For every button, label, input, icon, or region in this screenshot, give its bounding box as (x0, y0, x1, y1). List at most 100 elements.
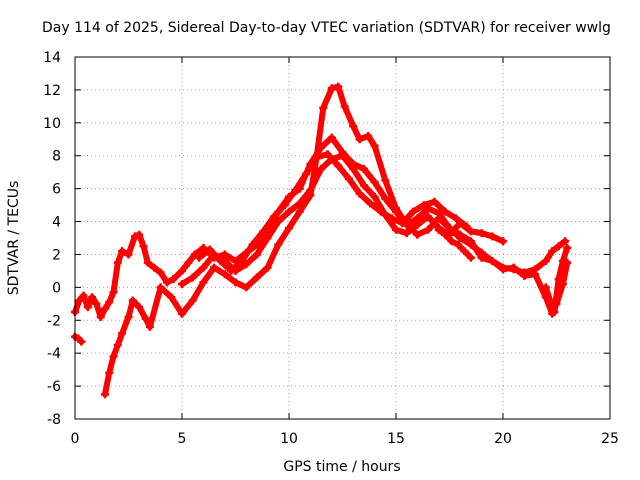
data-point (195, 253, 204, 262)
data-point (499, 237, 507, 246)
data-point (169, 275, 178, 284)
data-point (141, 314, 150, 323)
data-point (280, 201, 289, 210)
data-point (434, 225, 443, 234)
data-point (349, 122, 358, 131)
data-point (156, 268, 165, 277)
data-point (96, 312, 105, 321)
data-point (338, 151, 347, 160)
data-point (377, 207, 386, 216)
data-point (419, 201, 428, 210)
series-line-s1 (72, 134, 569, 320)
y-tick-label: -4 (47, 346, 61, 362)
data-point (381, 194, 390, 203)
data-point (402, 229, 411, 238)
y-tick-label: 4 (52, 215, 61, 231)
data-point (145, 322, 154, 331)
grid-layer (75, 57, 610, 419)
data-point (109, 352, 118, 361)
data-point (156, 283, 165, 292)
data-point (92, 299, 101, 308)
data-point (323, 150, 332, 159)
y-tick-label: 2 (52, 247, 61, 263)
data-point (355, 189, 364, 198)
data-point (327, 84, 336, 93)
data-point (216, 257, 225, 266)
data-point (188, 296, 197, 305)
data-point (188, 273, 197, 282)
data-point (295, 207, 304, 216)
data-point (124, 250, 133, 259)
data-point (242, 260, 251, 269)
data-point (79, 291, 88, 300)
data-point (434, 214, 443, 223)
data-point (105, 368, 114, 377)
data-point (370, 192, 379, 201)
tick-layer: 0 5 10 15 20 25 -8 -6 -4 -2 0 2 4 6 8 10 12 14 (43, 50, 619, 447)
data-point (409, 207, 418, 216)
data-point (340, 102, 349, 111)
data-point (302, 169, 311, 178)
data-point (541, 257, 550, 266)
data-point (349, 164, 358, 173)
y-tick-label: 6 (52, 182, 61, 198)
data-point (109, 288, 118, 297)
data-point (227, 266, 236, 275)
data-point (242, 283, 251, 292)
data-point (546, 296, 555, 305)
data-point (398, 219, 407, 228)
data-point (220, 270, 229, 279)
data-point (413, 230, 422, 239)
data-point (178, 280, 186, 289)
data-point (548, 247, 557, 256)
data-point (359, 164, 368, 173)
plot-frame (74, 56, 611, 420)
data-point (392, 225, 400, 234)
data-point (466, 240, 475, 249)
data-point (118, 329, 127, 338)
data-point (319, 104, 328, 113)
data-point (135, 230, 144, 239)
data-point (554, 242, 563, 251)
data-point (178, 309, 186, 318)
data-point (447, 237, 456, 246)
data-point (413, 220, 422, 229)
data-point (563, 243, 572, 252)
data-point (387, 214, 396, 223)
y-tick-label: 12 (43, 83, 61, 99)
data-point (381, 176, 390, 185)
data-point (306, 186, 315, 195)
data-point (558, 257, 567, 266)
data-point (424, 212, 433, 221)
y-tick-label: -6 (47, 379, 61, 395)
data-point (210, 263, 219, 272)
data-point (488, 257, 497, 266)
data-point (178, 266, 186, 275)
data-point (488, 232, 497, 241)
data-point (550, 308, 559, 317)
data-point (462, 222, 471, 231)
data-point (263, 263, 272, 272)
data-point (274, 240, 283, 249)
x-tick-label: 0 (71, 431, 80, 447)
data-point (466, 227, 475, 236)
x-tick-label: 5 (178, 431, 187, 447)
y-tick-label: -8 (47, 412, 61, 428)
data-point (105, 298, 114, 307)
data-point (124, 312, 133, 321)
data-point (291, 186, 300, 195)
data-point (312, 153, 321, 162)
data-point (75, 296, 84, 305)
data-point (466, 253, 475, 262)
y-tick-label: 10 (43, 116, 61, 132)
data-point (285, 207, 293, 216)
data-point (143, 258, 152, 267)
data-point (77, 337, 86, 346)
data-point (163, 278, 172, 287)
data-point (451, 214, 460, 223)
data-point (541, 283, 550, 292)
data-point (370, 178, 379, 187)
data-point (118, 247, 127, 256)
data-point (113, 258, 122, 267)
